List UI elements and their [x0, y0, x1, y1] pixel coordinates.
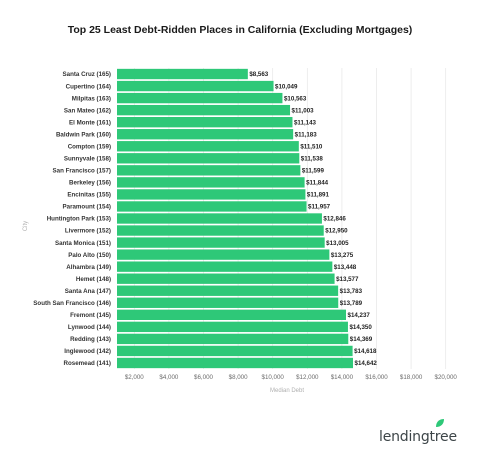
category-label: El Monte (161)	[69, 119, 111, 126]
bar	[117, 237, 325, 248]
bar	[117, 80, 274, 92]
bar	[117, 165, 301, 176]
category-label: Livermore (152)	[65, 228, 111, 235]
value-label: $13,005	[326, 240, 349, 247]
value-label: $11,957	[308, 204, 331, 211]
value-label: $14,369	[350, 336, 373, 343]
x-axis-label: Median Debt	[270, 388, 304, 394]
category-label: Inglewood (142)	[64, 348, 111, 355]
value-label: $11,510	[300, 143, 323, 150]
category-label: Baldwin Park (160)	[56, 131, 111, 138]
bars	[117, 68, 354, 369]
value-label: $11,599	[302, 168, 325, 175]
bar	[117, 68, 248, 80]
x-tick-labels: $2,000 $4,000 $6,000 $8,000 $10,000 $12,000 $1…	[125, 374, 458, 381]
y-axis-label: City	[23, 221, 29, 231]
bar	[117, 141, 299, 152]
bar	[117, 285, 339, 296]
category-label: Berkeley (156)	[69, 180, 111, 187]
category-label: Hemet (148)	[76, 276, 111, 283]
value-label: $10,049	[275, 83, 298, 90]
x-tick-label: $6,000	[194, 374, 213, 381]
bar	[117, 321, 348, 333]
value-label: $12,950	[325, 228, 348, 235]
bar	[117, 297, 339, 308]
category-label: Lynwood (144)	[68, 324, 111, 331]
bar	[117, 117, 293, 128]
x-tick-label: $18,000	[400, 374, 423, 381]
category-label: Rosemead (141)	[64, 360, 111, 367]
category-label: Compton (159)	[68, 143, 111, 150]
x-tick-label: $12,000	[296, 374, 319, 381]
bar	[117, 201, 307, 212]
category-labels: Santa Cruz (165) Cupertino (164) Milpitas …	[33, 71, 111, 367]
leaf-icon	[436, 419, 444, 427]
value-label: $13,577	[336, 276, 359, 283]
category-label: Sunnyvale (158)	[64, 156, 111, 163]
value-label: $12,846	[323, 216, 346, 223]
x-tick-label: $20,000	[435, 374, 458, 381]
category-label: Huntington Park (153)	[47, 216, 111, 223]
chart-title: Top 25 Least Debt-Ridden Places in Calif…	[67, 24, 413, 36]
value-label: $13,783	[340, 288, 363, 295]
x-tick-label: $2,000	[125, 374, 144, 381]
lendingtree-logo: lendingtree	[379, 419, 457, 445]
value-label: $13,448	[334, 264, 357, 271]
bar	[117, 129, 294, 140]
category-label: Palo Alto (150)	[68, 252, 111, 259]
value-label: $11,538	[301, 156, 324, 163]
value-label: $11,891	[307, 192, 330, 199]
x-tick-label: $14,000	[331, 374, 354, 381]
value-label: $14,642	[355, 360, 378, 367]
value-label: $13,275	[331, 252, 354, 259]
value-label: $11,003	[292, 107, 315, 114]
bar	[117, 309, 347, 320]
x-tick-label: $8,000	[229, 374, 248, 381]
x-tick-label: $16,000	[365, 374, 388, 381]
category-label: Redding (143)	[70, 336, 111, 343]
bar	[117, 213, 322, 224]
bar	[117, 273, 335, 284]
category-label: Cupertino (164)	[66, 83, 111, 90]
category-label: Santa Cruz (165)	[63, 71, 111, 78]
bar	[117, 225, 324, 236]
bar	[117, 249, 330, 260]
category-label: Milpitas (163)	[72, 95, 111, 102]
category-label: South San Francisco (146)	[33, 300, 111, 307]
value-label: $11,183	[295, 131, 318, 138]
category-label: Santa Monica (151)	[55, 240, 111, 247]
value-label: $14,237	[348, 312, 371, 319]
category-label: Fremont (145)	[70, 312, 111, 319]
category-label: Santa Ana (147)	[65, 288, 111, 295]
bar	[117, 345, 353, 357]
bar	[117, 177, 305, 188]
bar	[117, 153, 300, 164]
x-tick-label: $10,000	[262, 374, 285, 381]
bar	[117, 357, 354, 369]
value-label: $10,563	[284, 95, 307, 102]
value-label: $14,350	[349, 324, 372, 331]
category-label: San Francisco (157)	[53, 168, 111, 175]
value-label: $11,844	[306, 180, 329, 187]
value-label: $8,563	[249, 71, 268, 78]
bar	[117, 92, 283, 104]
bar	[117, 189, 306, 200]
category-label: Alhambra (149)	[66, 264, 111, 271]
bar	[117, 261, 333, 272]
logo-wordmark: lendingtree	[379, 429, 457, 445]
value-label: $13,789	[340, 300, 363, 307]
bar	[117, 104, 291, 116]
bar	[117, 333, 349, 345]
category-label: San Mateo (162)	[64, 107, 111, 114]
category-label: Encinitas (155)	[67, 192, 111, 199]
x-tick-label: $4,000	[159, 374, 178, 381]
value-label: $14,618	[354, 348, 377, 355]
category-label: Paramount (154)	[63, 204, 111, 211]
value-labels: $8,563 $10,049 $10,563 $11,003 $11,143 $11,18…	[249, 71, 377, 367]
value-label: $11,143	[294, 119, 317, 126]
